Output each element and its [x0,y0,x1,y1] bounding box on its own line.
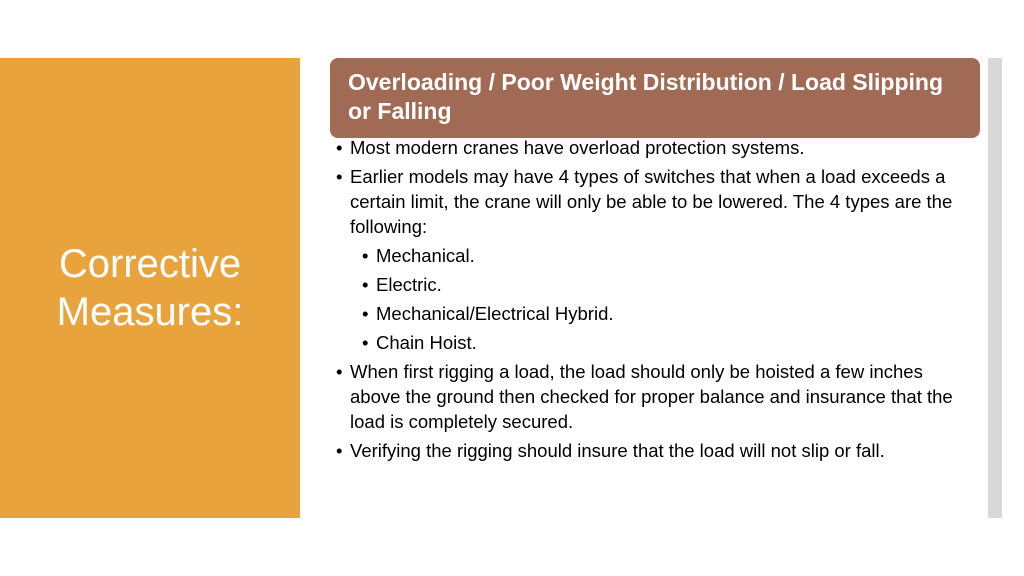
list-item: Electric. [362,273,976,298]
list-item: When first rigging a load, the load shou… [336,360,976,435]
slide: Corrective Measures: Overloading / Poor … [0,0,1024,576]
bullet-list: Most modern cranes have overload protect… [336,136,976,464]
list-item: Verifying the rigging should insure that… [336,439,976,464]
content-header: Overloading / Poor Weight Distribution /… [330,58,980,138]
bullet-sublist: Mechanical. Electric. Mechanical/Electri… [362,244,976,356]
list-item: Mechanical/Electrical Hybrid. [362,302,976,327]
content-body: Most modern cranes have overload protect… [336,136,976,468]
list-item: Most modern cranes have overload protect… [336,136,976,161]
sidebar-title: Corrective Measures: [0,240,300,336]
list-item-text: Earlier models may have 4 types of switc… [350,166,952,237]
list-item: Mechanical. [362,244,976,269]
sidebar-panel: Corrective Measures: [0,58,300,518]
list-item: Earlier models may have 4 types of switc… [336,165,976,356]
accent-bar [988,58,1002,518]
list-item: Chain Hoist. [362,331,976,356]
